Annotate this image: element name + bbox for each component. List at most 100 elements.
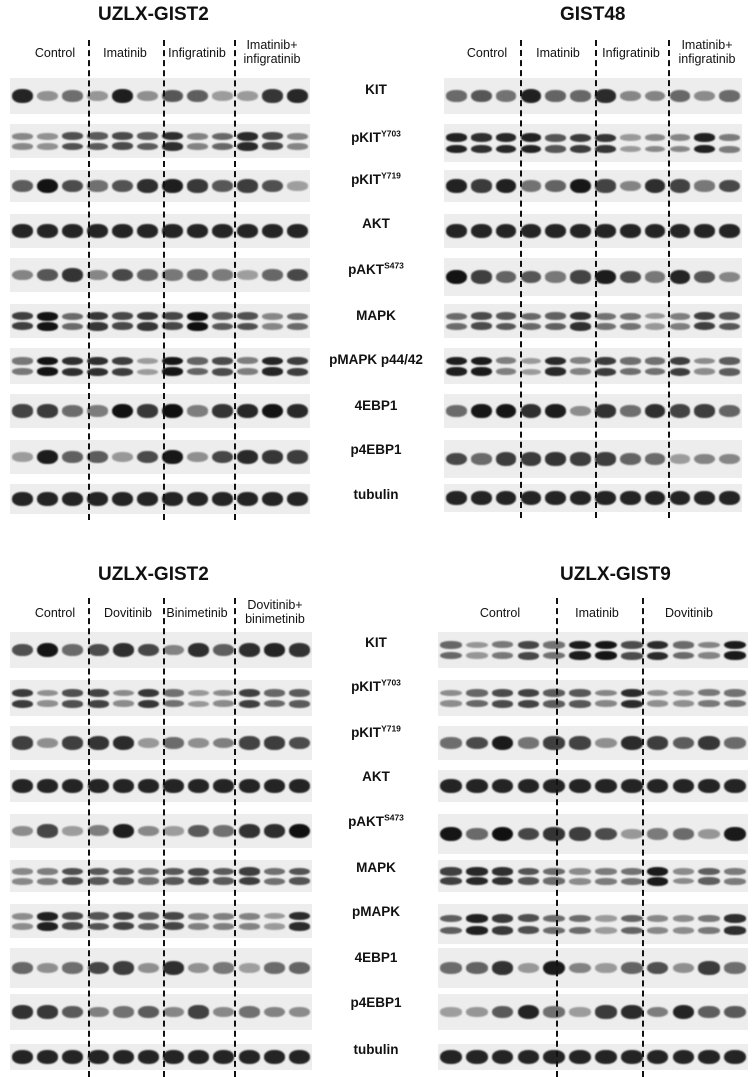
blot-band (37, 962, 59, 974)
blot-band (545, 223, 567, 239)
blot-band (491, 688, 514, 697)
blot-band (262, 312, 283, 320)
blot-band (262, 179, 283, 193)
blot-band (694, 312, 716, 321)
blot-band (543, 914, 566, 923)
blot-band (570, 357, 591, 365)
blot-band (187, 321, 208, 331)
blot-band (212, 142, 233, 151)
blot-band (112, 88, 133, 104)
blot-band (620, 877, 643, 885)
blot-strip (10, 304, 310, 338)
blot-band (188, 700, 210, 707)
blot-band (520, 312, 542, 320)
blot-band (213, 737, 235, 749)
blot-strip (438, 814, 748, 854)
blot-band (698, 652, 721, 660)
blot-band (465, 641, 488, 649)
blot-band (465, 914, 488, 923)
blot-band (37, 143, 58, 150)
bottom-marker-label: MAPK (356, 860, 396, 875)
blot-band (112, 700, 134, 708)
blot-band (163, 689, 185, 697)
blot-band (543, 689, 566, 697)
blot-band (694, 322, 716, 331)
blot-band (87, 269, 108, 281)
blot-band (698, 641, 721, 649)
blot-band (595, 367, 616, 376)
blot-band (187, 357, 208, 365)
blot-band (719, 312, 740, 321)
blot-band (162, 269, 183, 281)
blot-band (465, 700, 488, 708)
blot-band (288, 922, 310, 931)
blot-band (446, 269, 467, 285)
blot-band (37, 689, 59, 697)
blot-band (470, 356, 492, 366)
blot-band (137, 688, 159, 698)
blot-band (694, 144, 716, 154)
blot-band (440, 867, 462, 876)
blot-band (212, 179, 233, 193)
blot-band (595, 963, 617, 973)
blot-band (595, 689, 617, 697)
blot-band (187, 491, 208, 507)
blot-band (163, 700, 185, 708)
blot-band (569, 877, 591, 885)
blot-band (212, 450, 233, 464)
blot-band (137, 825, 159, 837)
blot-band (724, 826, 746, 842)
blot-band (112, 922, 134, 931)
blot-band (37, 1049, 59, 1065)
blot-band (162, 142, 183, 151)
blot-band (595, 827, 617, 841)
blot-band (137, 491, 158, 507)
blot-band (698, 1005, 721, 1019)
blot-band (162, 322, 183, 331)
blot-band (87, 223, 108, 239)
blot-band (187, 179, 208, 193)
blot-band (262, 89, 283, 103)
blot-band (62, 179, 83, 193)
blot-strip (444, 258, 742, 296)
blot-band (470, 312, 492, 321)
blot-band (543, 1049, 566, 1065)
condition-label: Imatinib+ infigratinib (678, 38, 736, 66)
blot-band (620, 778, 643, 794)
blot-band (646, 828, 669, 840)
bottom-marker-label: tubulin (353, 1042, 399, 1057)
blot-band (595, 452, 616, 466)
blot-band (87, 877, 109, 885)
blot-band (724, 689, 746, 697)
blot-band (137, 142, 158, 151)
blot-band (543, 641, 566, 649)
blot-band (644, 357, 666, 365)
blot-band (644, 134, 666, 142)
blot-band (137, 322, 158, 331)
blot-band (212, 491, 233, 507)
blot-band (644, 271, 666, 283)
blot-band (595, 700, 617, 708)
blot-band (646, 915, 669, 922)
blot-band (87, 405, 108, 417)
blot-band (162, 132, 183, 141)
blot-band (87, 1006, 109, 1018)
blot-band (212, 367, 233, 376)
blot-band (163, 912, 185, 921)
blot-band (287, 143, 308, 150)
blot-band (491, 1049, 514, 1065)
blot-band (644, 368, 666, 376)
blot-band (595, 927, 617, 934)
blot-band (263, 778, 285, 794)
blot-band (694, 404, 716, 418)
blot-band (545, 356, 567, 366)
blot-band (719, 322, 740, 331)
blot-band (288, 778, 310, 794)
blot-strip (10, 632, 312, 668)
blot-band (620, 867, 643, 876)
blot-band (491, 826, 514, 842)
blot-band (694, 368, 716, 376)
bottom-marker-label: pMAPK (352, 904, 400, 919)
blot-band (719, 90, 740, 102)
blot-band (87, 367, 108, 376)
